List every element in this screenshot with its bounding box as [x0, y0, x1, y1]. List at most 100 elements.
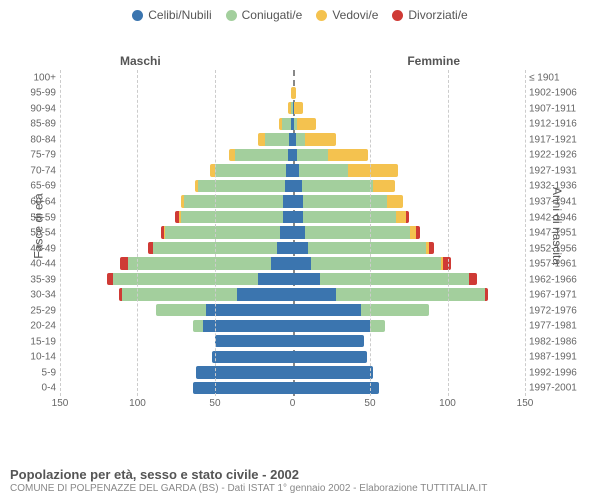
bar-segment — [293, 351, 367, 363]
row-male — [60, 319, 293, 335]
pyramid-row: 60-641937-1941 — [60, 194, 525, 210]
year-label: 1937-1941 — [529, 197, 595, 208]
bar-segment — [387, 195, 403, 207]
bar-segment — [305, 133, 336, 145]
row-female — [293, 350, 526, 366]
row-female — [293, 319, 526, 335]
bar-segment — [277, 242, 293, 254]
bar-male — [60, 288, 293, 300]
bar-segment — [429, 242, 434, 254]
pyramid-row: 15-191982-1986 — [60, 334, 525, 350]
age-label: 35-39 — [10, 274, 56, 285]
bar-male — [60, 304, 293, 316]
bar-segment — [196, 366, 292, 378]
age-label: 0-4 — [10, 383, 56, 394]
age-label: 5-9 — [10, 367, 56, 378]
bar-segment — [302, 180, 373, 192]
grid-line — [525, 70, 526, 396]
pyramid-row: 65-691932-1936 — [60, 179, 525, 195]
bar-male — [60, 335, 293, 347]
bar-segment — [203, 320, 293, 332]
bar-male — [60, 71, 293, 83]
bar-segment — [303, 195, 387, 207]
bar-male — [60, 180, 293, 192]
age-label: 65-69 — [10, 181, 56, 192]
row-female — [293, 210, 526, 226]
bar-segment — [235, 149, 288, 161]
bar-segment — [293, 366, 374, 378]
age-label: 20-24 — [10, 321, 56, 332]
age-label: 15-19 — [10, 336, 56, 347]
grid-line — [137, 70, 138, 396]
pyramid-row: 70-741927-1931 — [60, 163, 525, 179]
row-male — [60, 210, 293, 226]
row-male — [60, 132, 293, 148]
row-female — [293, 148, 526, 164]
pyramid-row: 35-391962-1966 — [60, 272, 525, 288]
legend-label: Divorziati/e — [408, 8, 467, 22]
bar-segment — [396, 211, 405, 223]
plot: 100+≤ 190195-991902-190690-941907-191185… — [60, 70, 525, 396]
bar-female — [293, 133, 526, 145]
row-female — [293, 241, 526, 257]
age-label: 80-84 — [10, 134, 56, 145]
row-female — [293, 132, 526, 148]
year-label: 1997-2001 — [529, 383, 595, 394]
row-male — [60, 381, 293, 397]
year-label: 1902-1906 — [529, 88, 595, 99]
bar-female — [293, 87, 526, 99]
row-female — [293, 272, 526, 288]
bar-segment — [198, 180, 285, 192]
bar-male — [60, 257, 293, 269]
age-label: 100+ — [10, 72, 56, 83]
legend-label: Vedovi/e — [332, 8, 378, 22]
bar-segment — [297, 149, 328, 161]
legend-label: Celibi/Nubili — [148, 8, 211, 22]
age-label: 30-34 — [10, 290, 56, 301]
row-male — [60, 86, 293, 102]
age-label: 45-49 — [10, 243, 56, 254]
bar-male — [60, 320, 293, 332]
bar-female — [293, 320, 526, 332]
year-label: ≤ 1901 — [529, 72, 595, 83]
grid-line — [448, 70, 449, 396]
x-tick: 150 — [517, 398, 534, 409]
bar-segment — [336, 288, 485, 300]
row-female — [293, 163, 526, 179]
bar-segment — [293, 335, 364, 347]
row-male — [60, 70, 293, 86]
age-label: 85-89 — [10, 119, 56, 130]
bar-segment — [305, 226, 410, 238]
bar-segment — [294, 102, 303, 114]
bar-segment — [303, 211, 396, 223]
bar-male — [60, 382, 293, 394]
legend-item: Celibi/Nubili — [132, 8, 211, 22]
year-label: 1917-1921 — [529, 134, 595, 145]
pyramid-row: 75-791922-1926 — [60, 148, 525, 164]
row-male — [60, 117, 293, 133]
bar-female — [293, 382, 526, 394]
row-female — [293, 179, 526, 195]
bar-female — [293, 226, 526, 238]
bar-male — [60, 273, 293, 285]
legend-item: Coniugati/e — [226, 8, 303, 22]
bar-female — [293, 118, 526, 130]
bar-female — [293, 164, 526, 176]
bar-segment — [296, 133, 305, 145]
bar-segment — [215, 335, 292, 347]
bar-female — [293, 71, 526, 83]
year-label: 1982-1986 — [529, 336, 595, 347]
row-female — [293, 225, 526, 241]
row-male — [60, 101, 293, 117]
bar-segment — [128, 257, 271, 269]
age-label: 75-79 — [10, 150, 56, 161]
pyramid-row: 5-91992-1996 — [60, 365, 525, 381]
legend-swatch — [316, 10, 327, 21]
pyramid-row: 50-541947-1951 — [60, 225, 525, 241]
year-label: 1992-1996 — [529, 367, 595, 378]
bar-segment — [293, 226, 305, 238]
row-female — [293, 334, 526, 350]
bar-segment — [293, 288, 336, 300]
bar-segment — [113, 273, 259, 285]
bar-segment — [193, 320, 202, 332]
